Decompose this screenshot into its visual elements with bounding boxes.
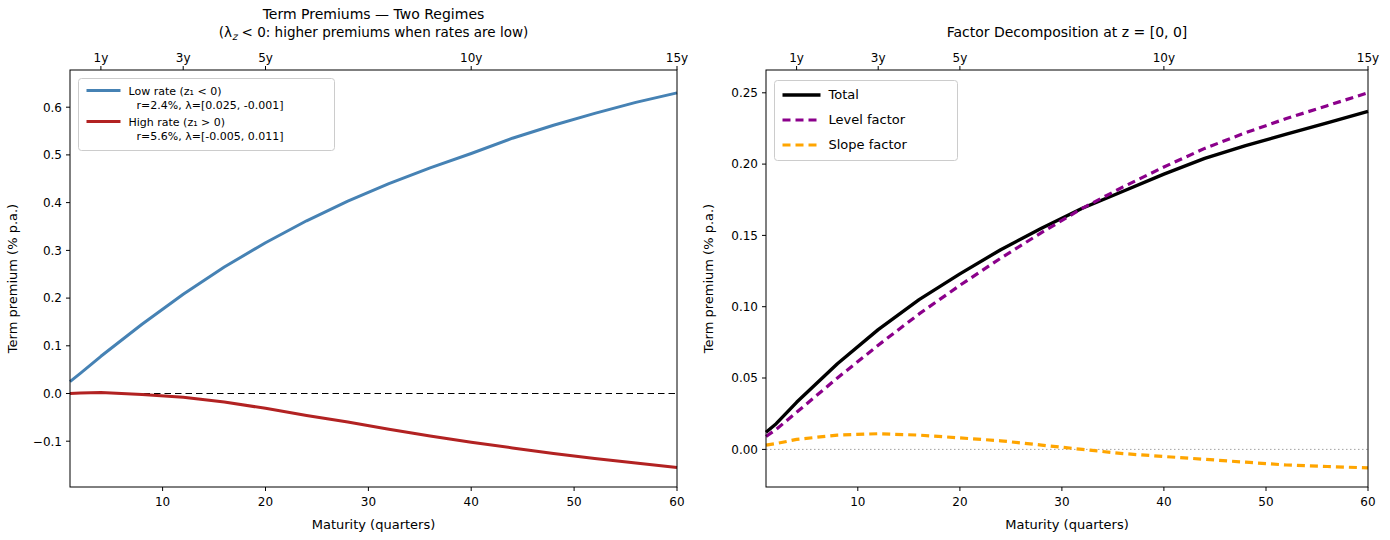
x-tick-label: 40 [464, 495, 479, 509]
top-axis-tick-label: 5y [953, 51, 968, 65]
y-tick-label: 0.25 [731, 86, 758, 100]
legend-detail-1: r=5.6%, λ=[-0.005, 0.011] [137, 130, 284, 143]
legend-label-0: Total [828, 87, 859, 102]
legend-label-1: Level factor [829, 112, 906, 127]
x-tick-label: 10 [155, 495, 170, 509]
y-tick-label: 0.00 [731, 443, 758, 457]
top-axis-tick-label: 1y [789, 51, 804, 65]
y-axis-label: Term premium (% p.a.) [5, 204, 20, 354]
y-tick-label: 0.3 [43, 244, 62, 258]
figure-svg: 10 20 30 40 50 60 0.6 0.5 0.4 0.3 0.2 0.1 0.0 −0.1 1y 3… [0, 0, 1390, 540]
y-tick-label: 0.15 [731, 229, 758, 243]
x-tick-label: 50 [566, 495, 581, 509]
x-tick-label: 30 [1054, 495, 1069, 509]
y-tick-label: 0.6 [43, 101, 62, 115]
legend-label-2: Slope factor [829, 137, 908, 152]
y-tick-label: 0.2 [43, 291, 62, 305]
top-axis-tick-label: 5y [258, 51, 273, 65]
legend-label-1: High rate (z₁ > 0) [129, 116, 226, 129]
series-line-1 [70, 393, 677, 468]
chart-0: 10 20 30 40 50 60 0.6 0.5 0.4 0.3 0.2 0.1 0.0 −0.1 1y 3… [5, 6, 688, 532]
y-tick-label: 0.05 [731, 371, 758, 385]
top-axis-tick-label: 10y [1153, 51, 1175, 65]
top-axis-tick-label: 15y [666, 51, 688, 65]
top-axis-tick-label: 3y [871, 51, 886, 65]
legend-detail-0: r=2.4%, λ=[0.025, -0.001] [137, 99, 284, 112]
top-axis-tick-label: 15y [1357, 51, 1379, 65]
x-tick-label: 10 [850, 495, 865, 509]
x-tick-label: 60 [1360, 495, 1375, 509]
y-tick-label: 0.10 [731, 300, 758, 314]
y-tick-label: 0.0 [43, 387, 62, 401]
figure: 10 20 30 40 50 60 0.6 0.5 0.4 0.3 0.2 0.1 0.0 −0.1 1y 3… [0, 0, 1390, 540]
top-axis-tick-label: 3y [176, 51, 191, 65]
y-tick-label: 0.4 [43, 196, 62, 210]
subtitle-pre: (λ [219, 24, 232, 40]
x-tick-label: 30 [361, 495, 376, 509]
top-axis-tick-label: 10y [460, 51, 482, 65]
y-tick-label: −0.1 [33, 435, 62, 449]
x-tick-label: 20 [952, 495, 967, 509]
x-tick-label: 60 [669, 495, 684, 509]
y-tick-label: 0.20 [731, 157, 758, 171]
y-tick-label: 0.1 [43, 339, 62, 353]
x-axis-label: Maturity (quarters) [1005, 517, 1129, 532]
x-axis-label: Maturity (quarters) [312, 517, 436, 532]
chart-title: Term Premiums — Two Regimes [262, 6, 485, 22]
chart-subtitle: (λz < 0: higher premiums when rates are … [219, 24, 528, 42]
series-line-2 [766, 434, 1368, 468]
y-tick-label: 0.5 [43, 148, 62, 162]
x-tick-label: 40 [1156, 495, 1171, 509]
legend-label-0: Low rate (z₁ < 0) [129, 85, 222, 98]
y-axis-label: Term premium (% p.a.) [701, 204, 716, 354]
subtitle-post: < 0: higher premiums when rates are low) [237, 24, 528, 40]
x-tick-label: 20 [258, 495, 273, 509]
x-tick-label: 50 [1258, 495, 1273, 509]
top-axis-tick-label: 1y [94, 51, 109, 65]
chart-title: Factor Decomposition at z = [0, 0] [947, 24, 1188, 40]
chart-1: 10 20 30 40 50 60 0.25 0.20 0.15 0.10 0.05 0.00 1y 3y… [701, 24, 1379, 532]
